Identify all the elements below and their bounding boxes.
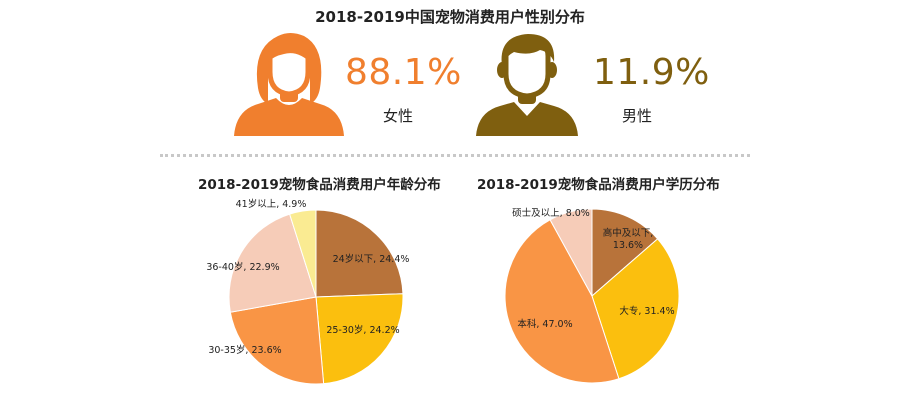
female-percent: 88.1% [345,52,462,93]
edu-slice-0 [591,208,659,298]
edu-slice-1 [591,238,680,380]
male-label: 男性 [622,107,653,125]
edu-label-1: 大专, 31.4% [619,305,674,317]
page-title: 2018-2019中国宠物消费用户性别分布 [315,8,585,26]
section-divider [160,154,750,157]
male-percent: 11.9% [593,52,710,93]
edu-label-3: 硕士及以上, 8.0% [512,207,590,219]
edu-label-0: 高中及以下, 13.6% [603,227,654,251]
age-label-1: 25-30岁, 24.2% [326,324,399,336]
education-chart-title: 2018-2019宠物食品消费用户学历分布 [477,177,720,193]
man-avatar-icon [476,34,578,136]
woman-avatar-icon [234,33,344,136]
age-slice-3 [228,213,317,313]
age-chart-title: 2018-2019宠物食品消费用户年龄分布 [198,177,441,193]
edu-label-2: 本科, 47.0% [517,318,572,330]
age-slice-2 [229,296,325,385]
age-slice-1 [315,293,404,385]
age-label-2: 30-35岁, 23.6% [208,344,281,356]
age-label-3: 36-40岁, 22.9% [206,261,279,273]
age-slice-0 [315,209,404,298]
age-label-4: 41岁以上, 4.9% [236,198,307,210]
edu-slice-2 [504,219,620,384]
edu-slice-3 [549,208,593,297]
female-label: 女性 [383,107,414,125]
age-label-0: 24岁以下, 24.4% [333,253,410,265]
age-slice-4 [289,209,317,298]
